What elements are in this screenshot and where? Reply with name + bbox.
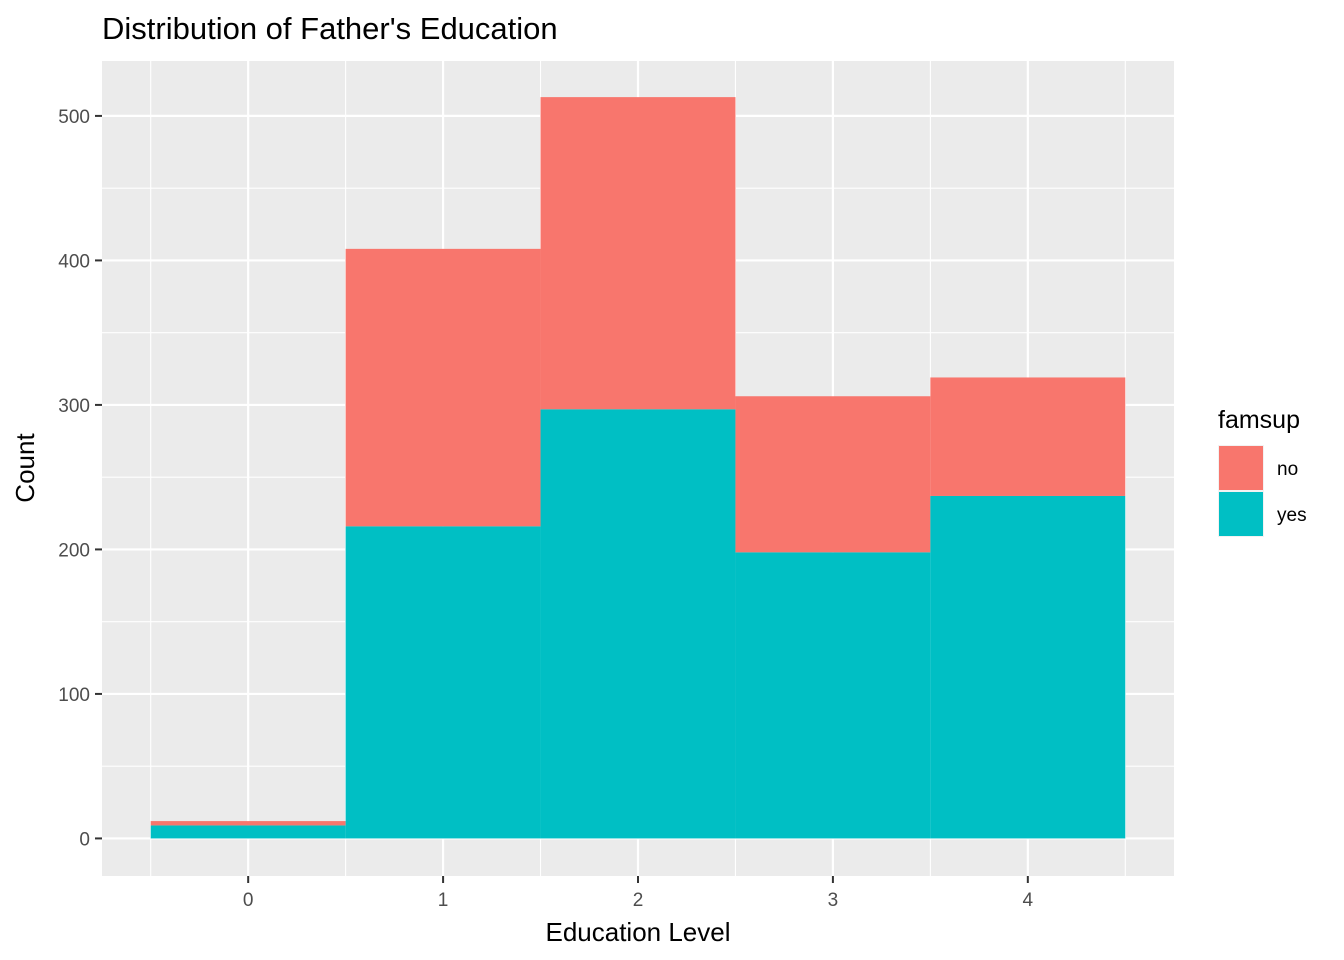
y-tick-label: 500 (58, 107, 90, 128)
legend-items: no yes (1218, 445, 1307, 537)
bar-no-3 (735, 396, 931, 553)
legend-label-yes: yes (1277, 505, 1307, 526)
bars (150, 97, 1126, 839)
bar-yes-3 (735, 552, 931, 839)
x-tick-label: 4 (1023, 890, 1034, 911)
y-axis: 0 100 200 300 400 500 (58, 107, 102, 850)
y-tick-label: 0 (79, 829, 90, 850)
chart-title: Distribution of Father's Education (102, 11, 558, 46)
bar-yes-4 (930, 495, 1126, 839)
y-tick-label: 300 (58, 396, 90, 417)
y-axis-title: Count (10, 433, 40, 503)
y-tick-label: 400 (58, 251, 90, 272)
bar-no-0 (150, 821, 346, 826)
bar-yes-2 (540, 409, 736, 839)
bar-no-2 (540, 97, 736, 410)
x-tick-label: 0 (243, 890, 254, 911)
x-tick-label: 3 (828, 890, 839, 911)
bar-yes-1 (345, 526, 541, 839)
legend: famsup no yes (1218, 406, 1307, 537)
legend-title: famsup (1218, 406, 1300, 434)
x-axis-title: Education Level (545, 917, 730, 947)
y-tick-label: 200 (58, 540, 90, 561)
x-tick-label: 1 (438, 890, 449, 911)
y-tick-label: 100 (58, 685, 90, 706)
x-axis: 0 1 2 3 4 (243, 876, 1034, 911)
x-tick-label: 2 (633, 890, 644, 911)
bar-no-1 (345, 248, 541, 527)
legend-key-no (1219, 446, 1263, 490)
bar-no-4 (930, 377, 1126, 496)
legend-key-yes (1219, 492, 1263, 536)
bar-yes-0 (150, 825, 346, 839)
legend-label-no: no (1277, 459, 1298, 480)
